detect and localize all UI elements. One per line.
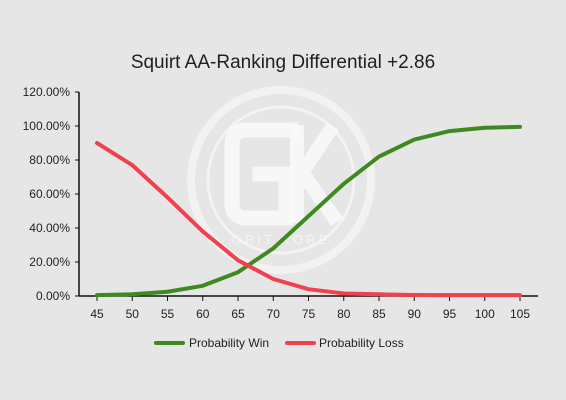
y-axis-tick-label: 80.00% [29,153,70,167]
x-axis-tick-label: 105 [510,307,530,321]
chart-title: Squirt AA-Ranking Differential +2.86 [131,52,435,73]
y-axis-tick-label: 100.00% [23,119,71,133]
x-axis-tick-label: 65 [231,307,245,321]
legend-probability-win-label: Probability Win [189,336,269,350]
x-axis-tick-label: 55 [161,307,175,321]
watermark: GRIT KORE [187,86,375,274]
x-axis-tick-label: 100 [475,307,495,321]
watermark-text: GRIT KORE [232,232,330,247]
x-axis-tick-label: 45 [90,307,104,321]
y-axis-tick-label: 60.00% [29,187,70,201]
x-axis-tick-label: 95 [443,307,457,321]
watermark-inner-ring [206,105,356,255]
y-axis-tick-label: 0.00% [36,289,70,303]
x-axis-tick-label: 85 [372,307,386,321]
plot-area: 0.00% 20.00% 40.00% 60.00% 80.00% 100.00% 120.… [23,85,538,321]
y-axis-tick-label: 40.00% [29,221,70,235]
y-axis-tick-label: 120.00% [23,85,71,99]
legend: Probability Win Probability Loss [154,336,404,350]
watermark-logo-k [290,122,343,226]
legend-probability-loss-label: Probability Loss [319,336,404,350]
x-axis-tick-label: 50 [126,307,140,321]
y-axis-tick-label: 20.00% [29,255,70,269]
x-axis-tick-label: 75 [302,307,316,321]
watermark-logo-g [224,122,299,226]
watermark-outer-ring [187,86,375,274]
x-axis-tick-label: 70 [267,307,281,321]
x-axis-tick-label: 80 [337,307,351,321]
x-axis-tick-label: 60 [196,307,210,321]
x-axis-tick-label: 90 [408,307,422,321]
